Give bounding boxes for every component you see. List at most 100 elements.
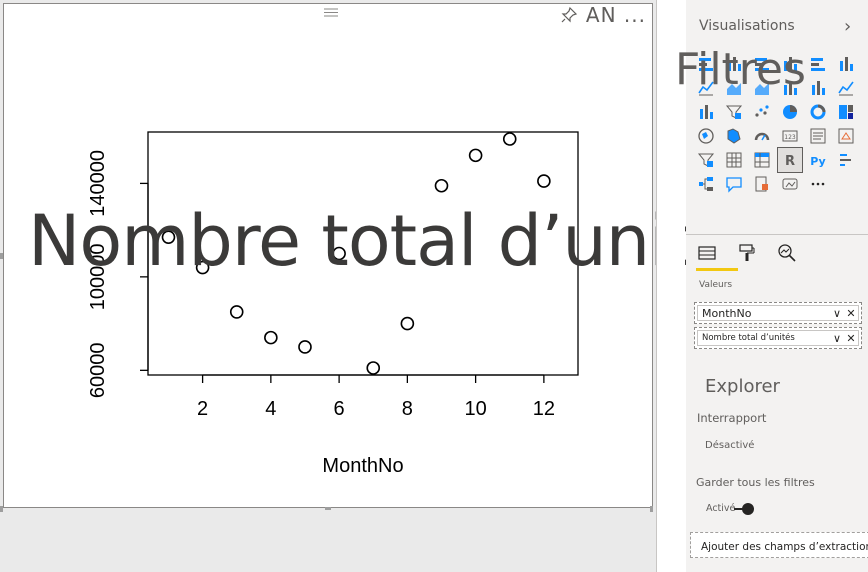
data-point bbox=[161, 230, 176, 244]
data-point bbox=[332, 246, 346, 261]
x-axis-label: MonthNo bbox=[322, 455, 403, 477]
data-point bbox=[229, 305, 244, 319]
resize-handle-left[interactable] bbox=[0, 253, 3, 259]
slicer-icon[interactable] bbox=[694, 148, 718, 172]
data-point bbox=[366, 361, 381, 375]
keep-filters-state: Activé bbox=[706, 503, 736, 514]
resize-handle-bottom-left[interactable] bbox=[0, 506, 3, 512]
plot-frame bbox=[147, 131, 579, 376]
drill-through-drop-zone[interactable]: Ajouter des champs d’extraction ici bbox=[690, 532, 868, 558]
clustered-column-icon[interactable] bbox=[778, 52, 802, 76]
100-bar-icon[interactable] bbox=[806, 52, 830, 76]
stacked-column-icon[interactable] bbox=[722, 52, 746, 76]
resize-handle-bottom-right[interactable] bbox=[650, 506, 653, 512]
format-paint-roller-icon[interactable] bbox=[734, 240, 760, 266]
chevron-down-icon[interactable]: ∨ bbox=[832, 306, 842, 320]
x-tick-label: 4 bbox=[265, 398, 276, 420]
cross-report-label: Interrapport bbox=[697, 411, 767, 425]
visual-header: AN ... bbox=[560, 3, 652, 27]
data-point bbox=[502, 132, 517, 146]
active-tab-indicator bbox=[696, 268, 738, 271]
values-well-slot[interactable]: MonthNo ∨ ✕ bbox=[694, 302, 862, 324]
keep-filters-label: Garder tous les filtres bbox=[696, 476, 815, 489]
filters-pane-collapsed[interactable] bbox=[656, 0, 685, 572]
data-point bbox=[468, 148, 483, 163]
fields-tab-icon[interactable] bbox=[694, 240, 720, 266]
r-visual-icon[interactable]: R bbox=[777, 147, 803, 173]
line-chart-icon[interactable] bbox=[694, 76, 718, 100]
kpi-icon[interactable] bbox=[834, 124, 858, 148]
key-influencers-icon[interactable] bbox=[834, 148, 858, 172]
report-canvas: AN ... 2 4 6 8 10 12 MonthNo 60000 100000 140000 bbox=[0, 0, 656, 572]
table-icon[interactable] bbox=[722, 148, 746, 172]
area-chart-icon[interactable] bbox=[722, 76, 746, 100]
y-tick-label: 140000 bbox=[87, 150, 109, 217]
pin-icon[interactable] bbox=[560, 6, 578, 24]
svg-text:Py: Py bbox=[810, 155, 825, 168]
remove-field-icon[interactable]: ✕ bbox=[846, 331, 856, 345]
well-field-total-units[interactable]: Nombre total d’unités ∨ ✕ bbox=[697, 330, 859, 346]
y-tick-label: 60000 bbox=[87, 343, 109, 399]
smart-narrative-icon[interactable] bbox=[750, 172, 774, 196]
pie-icon[interactable] bbox=[778, 100, 802, 124]
scatter-plot: 2 4 6 8 10 12 MonthNo 60000 100000 140000 bbox=[87, 131, 579, 477]
svg-text:123: 123 bbox=[784, 134, 796, 141]
x-tick-label: 2 bbox=[197, 398, 208, 420]
more-visuals-icon[interactable] bbox=[806, 172, 830, 196]
100-column-icon[interactable] bbox=[834, 52, 858, 76]
multirow-card-icon[interactable] bbox=[806, 124, 830, 148]
data-point bbox=[434, 178, 449, 193]
cross-report-toggle[interactable]: Désactivé bbox=[705, 440, 755, 451]
line-clustered-icon[interactable] bbox=[806, 76, 830, 100]
matrix-icon[interactable] bbox=[750, 148, 774, 172]
treemap-icon[interactable] bbox=[834, 100, 858, 124]
donut-icon[interactable] bbox=[806, 100, 830, 124]
card-icon[interactable]: 123 bbox=[778, 124, 802, 148]
visualisations-title: Visualisations bbox=[699, 18, 795, 34]
collapse-pane-icon[interactable]: › bbox=[844, 16, 852, 37]
r-visual-container[interactable]: AN ... 2 4 6 8 10 12 MonthNo 60000 100000 140000 bbox=[3, 3, 653, 508]
well-field-monthno[interactable]: MonthNo ∨ ✕ bbox=[697, 305, 859, 321]
map-icon[interactable] bbox=[694, 124, 718, 148]
waterfall-icon[interactable] bbox=[694, 100, 718, 124]
python-visual-icon[interactable]: Py bbox=[806, 148, 830, 172]
keep-filters-toggle[interactable] bbox=[734, 503, 754, 515]
line-column-icon[interactable] bbox=[778, 76, 802, 100]
divider bbox=[686, 234, 868, 235]
x-tick-label: 10 bbox=[464, 398, 486, 420]
resize-handle-bottom[interactable] bbox=[325, 507, 331, 510]
svg-text:R: R bbox=[785, 154, 795, 169]
values-well-slot[interactable]: Nombre total d’unités ∨ ✕ bbox=[694, 327, 862, 349]
decomposition-tree-icon[interactable] bbox=[694, 172, 718, 196]
visual-gallery: 123 R Py bbox=[694, 52, 858, 196]
scatter-icon[interactable] bbox=[750, 100, 774, 124]
analytics-magnifier-icon[interactable] bbox=[774, 240, 800, 266]
qa-icon[interactable] bbox=[722, 172, 746, 196]
data-point bbox=[298, 340, 312, 354]
x-tick-label: 6 bbox=[334, 398, 345, 420]
funnel-icon[interactable] bbox=[722, 100, 746, 124]
data-point bbox=[264, 330, 278, 345]
x-tick-label: 12 bbox=[533, 398, 555, 420]
values-well-label: Valeurs bbox=[699, 280, 733, 290]
data-point bbox=[400, 316, 415, 331]
y-tick-label: 100000 bbox=[87, 243, 109, 310]
filled-map-icon[interactable] bbox=[722, 124, 746, 148]
well-field-label: Nombre total d’unités bbox=[702, 333, 795, 343]
stacked-area-icon[interactable] bbox=[750, 76, 774, 100]
chevron-down-icon[interactable]: ∨ bbox=[832, 331, 842, 345]
drag-grip-icon[interactable] bbox=[323, 8, 339, 17]
x-tick-label: 8 bbox=[402, 398, 413, 420]
remove-field-icon[interactable]: ✕ bbox=[846, 306, 856, 320]
pane-tabs bbox=[694, 240, 800, 266]
data-point bbox=[195, 260, 210, 275]
stacked-bar-icon[interactable] bbox=[694, 52, 718, 76]
toggle-knob bbox=[742, 503, 754, 515]
gauge-icon[interactable] bbox=[750, 124, 774, 148]
visualisations-pane: Visualisations › 123 R Py Valeurs MonthNo … bbox=[686, 0, 868, 572]
ribbon-chart-icon[interactable] bbox=[834, 76, 858, 100]
visual-more-options[interactable]: AN ... bbox=[585, 3, 646, 27]
clustered-bar-icon[interactable] bbox=[750, 52, 774, 76]
paginated-report-icon[interactable] bbox=[778, 172, 802, 196]
data-point bbox=[537, 174, 551, 188]
